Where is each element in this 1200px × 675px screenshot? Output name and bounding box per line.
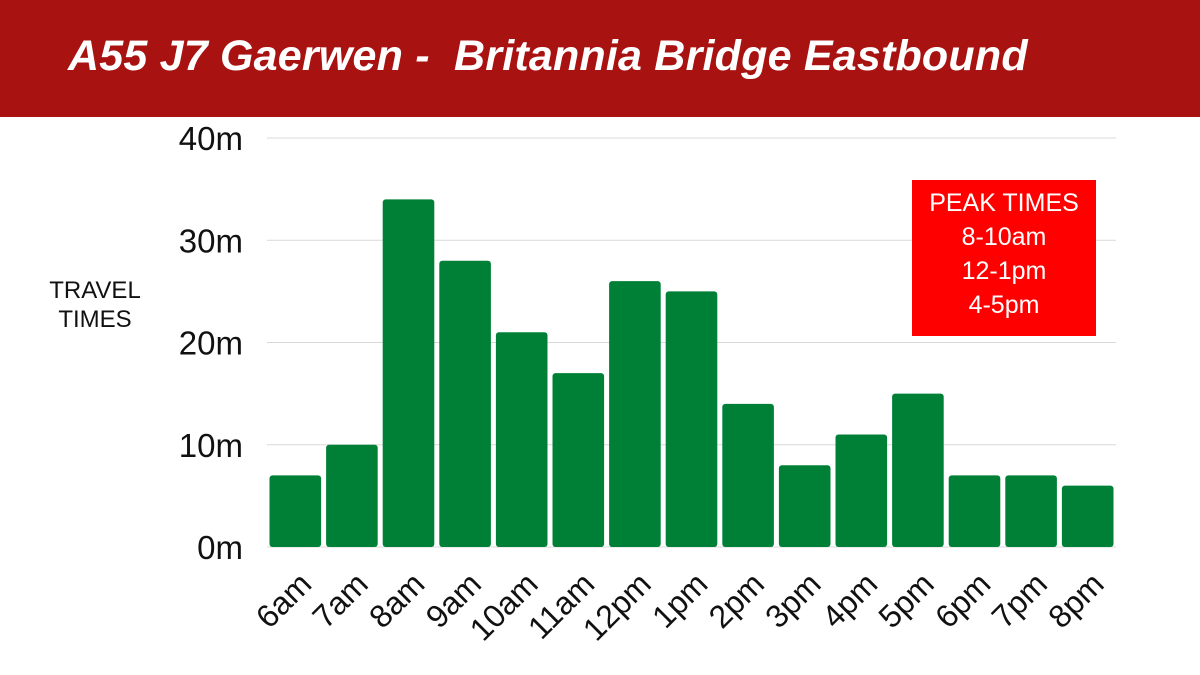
title-banner: A55 J7 Gaerwen - Britannia Bridge Eastbo… [0,0,1200,117]
peak-time-morning: 8-10am [961,223,1047,251]
bar-7am [326,444,378,547]
x-tick-label: 6pm [928,565,997,634]
bar-1pm [665,291,718,547]
y-tick-label: 20m [179,325,243,362]
peak-times-box: PEAK TIMES 8-10am 12-1pm 4-5pm [912,180,1096,336]
y-tick-labels: 0m 10m 20m 30m 40m [179,120,243,566]
x-tick-label: 7pm [985,565,1054,634]
bar-6am [269,475,322,547]
x-tick-label: 8am [362,565,431,634]
x-tick-label: 5pm [871,565,940,634]
x-tick-label: 4pm [815,565,884,634]
bar-3pm [778,465,831,547]
x-tick-label: 2pm [702,565,771,634]
x-tick-label: 3pm [758,565,827,634]
x-tick-label: 1pm [645,565,714,634]
y-tick-label: 0m [197,529,243,566]
y-axis-label-line-1: TRAVEL [49,277,141,304]
x-tick-label: 6am [249,565,318,634]
x-tick-label: 8pm [1041,565,1110,634]
peak-time-midday: 12-1pm [961,257,1047,285]
y-axis-label-line-2: TIMES [58,306,132,333]
y-axis-label: TRAVEL TIMES [20,276,170,334]
bar-10am [495,332,548,547]
bar-8am [382,199,435,547]
chart-title: A55 J7 Gaerwen - Britannia Bridge Eastbo… [68,32,1028,80]
bar-11am [552,373,605,547]
peak-times-heading: PEAK TIMES [929,189,1079,217]
bar-7pm [1005,475,1057,547]
y-tick-label: 40m [179,120,243,157]
bar-2pm [722,403,774,547]
bar-5pm [892,393,944,547]
x-tick-label: 7am [305,565,374,634]
peak-time-afternoon: 4-5pm [968,291,1040,319]
bar-8pm [1061,485,1114,547]
bar-12pm [609,281,661,547]
bar-9am [439,260,491,547]
y-tick-label: 30m [179,222,243,259]
y-tick-label: 10m [179,427,243,464]
bar-6pm [948,475,1001,547]
bars [269,199,1114,547]
bar-4pm [835,434,888,547]
x-tick-labels: 6am7am8am9am10am11am12pm1pm2pm3pm4pm5pm6… [249,565,1111,647]
